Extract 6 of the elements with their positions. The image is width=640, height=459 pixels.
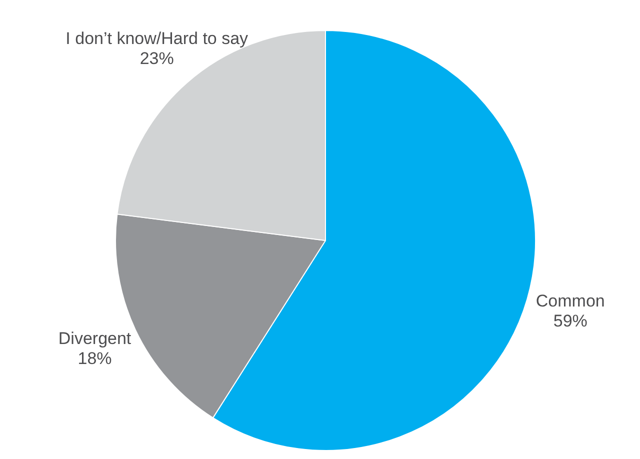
slice-label: Common [536,291,605,310]
slice-label: I don’t know/Hard to say [66,28,249,48]
slice-label: Divergent [58,328,132,348]
data-label: 18% [78,348,112,368]
data-label: 23% [140,48,174,68]
data-label: 59% [553,311,588,330]
